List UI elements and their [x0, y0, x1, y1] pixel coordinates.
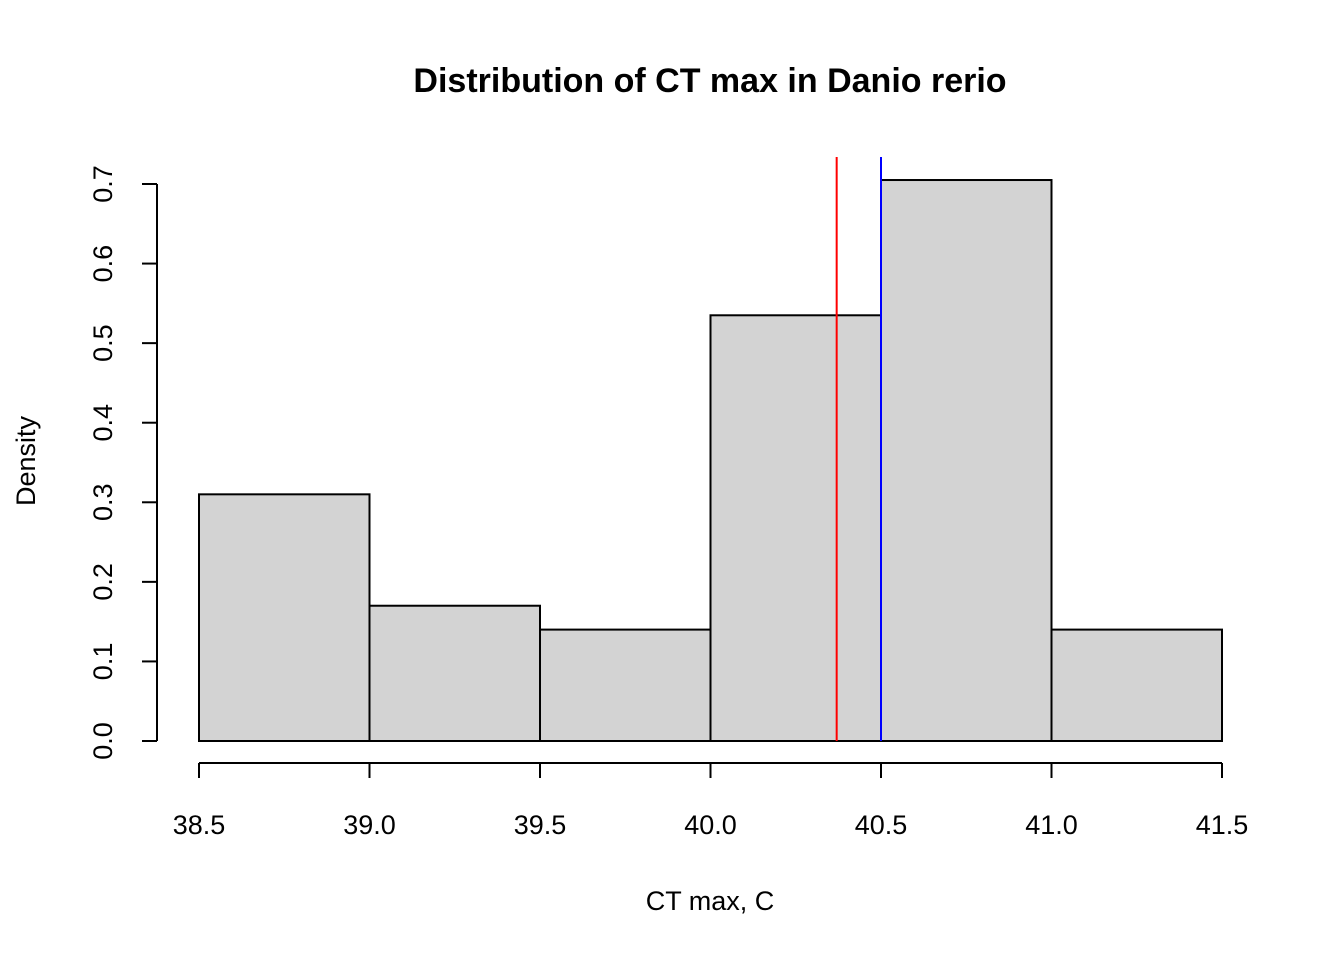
histogram-bar-2 — [539, 628, 712, 742]
y-tick-label-2: 0.2 — [88, 563, 118, 601]
x-tick-label-0: 38.5 — [173, 810, 226, 840]
histogram-bar-3 — [709, 314, 882, 742]
x-axis: 38.5 39.0 39.5 40.0 40.5 41.0 41.5 — [173, 762, 1249, 840]
y-tick-label-3: 0.3 — [88, 484, 118, 522]
x-tick-label-4: 40.5 — [855, 810, 908, 840]
histogram-bar-1 — [368, 604, 541, 742]
histogram-bar-0 — [198, 493, 371, 743]
y-tick-label-6: 0.6 — [88, 245, 118, 283]
y-axis-label: Density — [11, 415, 41, 506]
chart-title: Distribution of CT max in Danio rerio — [413, 62, 1006, 100]
histogram-bar-4 — [880, 179, 1053, 742]
x-tick-label-3: 40.0 — [684, 810, 737, 840]
y-tick-label-4: 0.4 — [88, 404, 118, 442]
x-tick-label-5: 41.0 — [1025, 810, 1078, 840]
histogram-bar-5 — [1050, 628, 1223, 742]
y-tick-label-1: 0.1 — [88, 643, 118, 681]
y-tick-label-5: 0.5 — [88, 324, 118, 362]
y-tick-label-0: 0.0 — [88, 722, 118, 760]
bars-group — [198, 179, 1223, 743]
x-tick-label-1: 39.0 — [343, 810, 396, 840]
x-tick-label-2: 39.5 — [514, 810, 567, 840]
x-axis-label: CT max, C — [646, 886, 775, 916]
x-tick-label-6: 41.5 — [1196, 810, 1249, 840]
y-tick-label-7: 0.7 — [88, 165, 118, 203]
y-axis: 0.0 0.1 0.2 0.3 0.4 0.5 0.6 0.7 — [88, 165, 158, 760]
reference-lines — [835, 157, 882, 741]
